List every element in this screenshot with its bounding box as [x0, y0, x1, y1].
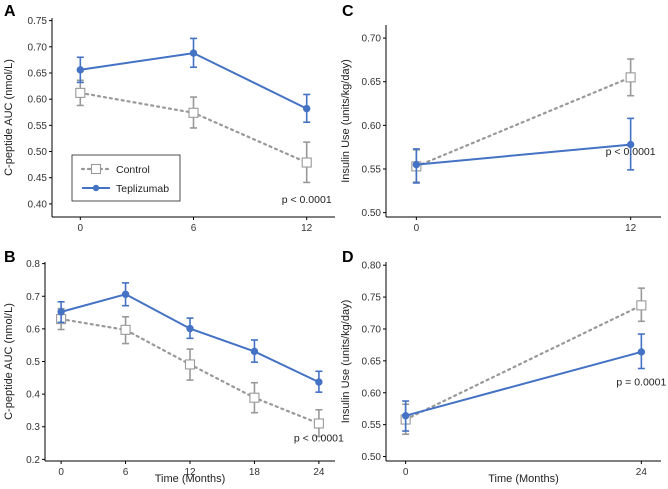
- x-tick-label: 6: [191, 223, 197, 234]
- data-point-teplizumab: [401, 412, 410, 420]
- panel-d: D 0.50 0.55 0.60 0.65 0.70 0.75 0.80 0 24 Insulin …: [340, 249, 666, 485]
- series-line: [405, 350, 642, 417]
- data-point-control: [636, 300, 647, 311]
- y-tick-label: 0.4: [26, 390, 40, 401]
- y-tick-label: 0.7: [26, 292, 40, 303]
- panel-b: B 0.2 0.3 0.4 0.5 0.6 0.7 0.8 0 6 12 18 24 C-peptide …: [3, 249, 344, 485]
- data-point-control: [301, 157, 312, 168]
- x-tick-label: 0: [58, 467, 64, 478]
- panel-label: C: [342, 3, 354, 20]
- data-point-teplizumab: [412, 160, 421, 169]
- y-axis-label: C-peptide AUC (nmol/L): [3, 303, 15, 420]
- y-tick-label: 0.6: [26, 324, 40, 335]
- x-axis-label: Time (Months): [155, 473, 226, 485]
- y-tick-label: 0.5: [26, 357, 40, 368]
- data-point-teplizumab: [637, 348, 646, 356]
- x-tick-label: 6: [123, 467, 129, 478]
- y-tick-label: 0.60: [362, 121, 382, 132]
- data-point-teplizumab: [303, 104, 311, 113]
- y-tick-label: 0.70: [28, 42, 48, 53]
- p-value-annotation: p < 0.0001: [606, 146, 656, 158]
- x-tick-label: 24: [636, 467, 648, 478]
- x-axis-label: Time (Months): [488, 473, 559, 485]
- legend-marker-control: [90, 163, 102, 175]
- y-tick-label: 0.55: [362, 165, 382, 176]
- legend-entry-teplizumab: Teplizumab: [82, 183, 169, 195]
- series-line: [415, 76, 632, 168]
- y-tick-label: 0.55: [28, 121, 48, 132]
- y-tick-label: 0.65: [362, 77, 382, 88]
- panel-label: A: [4, 3, 16, 20]
- y-tick-label: 0.60: [28, 95, 48, 106]
- series-teplizumab: [76, 37, 311, 124]
- data-point-control: [188, 107, 199, 118]
- series-line: [404, 304, 643, 421]
- series-teplizumab: [57, 282, 323, 393]
- data-point-teplizumab: [186, 324, 194, 333]
- data-point-teplizumab: [57, 308, 65, 316]
- legend-marker-teplizumab: [92, 184, 100, 192]
- y-tick-label: 0.45: [28, 173, 48, 184]
- series-control: [56, 307, 324, 438]
- x-tick-label: 12: [625, 223, 637, 234]
- y-axis-label: Insulin Use (units/kg/day): [340, 59, 352, 183]
- x-tick-label: 12: [184, 467, 196, 478]
- y-tick-label: 0.80: [362, 261, 382, 272]
- legend-entry-control: Control: [80, 163, 150, 176]
- panel-c: C 0.50 0.55 0.60 0.65 0.70 0 12 Insulin Use (uni…: [340, 3, 661, 234]
- x-tick-label: 12: [301, 223, 313, 234]
- y-tick-label: 0.3: [26, 422, 40, 433]
- series-control: [411, 58, 636, 183]
- data-point-teplizumab: [76, 66, 85, 74]
- data-point-teplizumab: [250, 347, 259, 356]
- y-tick-label: 0.70: [362, 324, 382, 335]
- p-value-annotation: p = 0.0001: [616, 377, 666, 389]
- panel-label: B: [4, 249, 16, 266]
- x-tick-label: 24: [313, 467, 325, 478]
- data-point-teplizumab: [189, 49, 198, 57]
- data-point-control: [249, 392, 260, 403]
- legend-label-control: Control: [116, 164, 150, 176]
- y-tick-label: 0.8: [26, 259, 40, 270]
- data-point-teplizumab: [121, 290, 130, 298]
- y-tick-label: 0.55: [362, 420, 382, 431]
- y-tick-label: 0.50: [362, 452, 382, 463]
- data-point-control: [120, 324, 131, 335]
- data-point-teplizumab: [315, 378, 323, 386]
- panel-a: A 0.40 0.45 0.50 0.55 0.60 0.65 0.70 0.75 0 6 12 C-p…: [3, 3, 335, 234]
- x-tick-label: 18: [249, 467, 261, 478]
- data-point-control: [313, 418, 324, 429]
- p-value-annotation: p < 0.0001: [294, 432, 344, 444]
- y-tick-label: 0.50: [28, 147, 48, 158]
- legend-box: [71, 154, 181, 202]
- y-tick-label: 0.50: [362, 208, 382, 219]
- y-axis-label: C-peptide AUC (nmol/L): [3, 59, 15, 176]
- series-line: [416, 143, 631, 166]
- data-point-control: [184, 359, 196, 370]
- legend: Control Teplizumab: [71, 154, 181, 202]
- y-axis-label: Insulin Use (units/kg/day): [340, 300, 352, 424]
- y-tick-label: 0.40: [28, 199, 48, 210]
- legend-label-teplizumab: Teplizumab: [116, 183, 169, 195]
- y-tick-label: 0.2: [26, 455, 40, 466]
- y-tick-label: 0.75: [28, 16, 48, 27]
- x-tick-label: 0: [78, 223, 84, 234]
- x-tick-label: 0: [414, 223, 420, 234]
- data-point-control: [625, 72, 636, 83]
- y-tick-label: 0.65: [362, 356, 382, 367]
- series-control: [75, 79, 312, 184]
- series-teplizumab: [412, 117, 635, 184]
- y-tick-label: 0.75: [362, 293, 382, 304]
- y-tick-label: 0.70: [362, 34, 382, 45]
- series-teplizumab: [401, 333, 646, 432]
- data-point-control: [75, 87, 86, 98]
- y-tick-label: 0.60: [362, 388, 382, 399]
- panel-label: D: [342, 249, 354, 266]
- y-tick-label: 0.65: [28, 68, 48, 79]
- data-point-teplizumab: [626, 140, 635, 149]
- x-tick-label: 0: [403, 467, 409, 478]
- p-value-annotation: p < 0.0001: [282, 194, 332, 206]
